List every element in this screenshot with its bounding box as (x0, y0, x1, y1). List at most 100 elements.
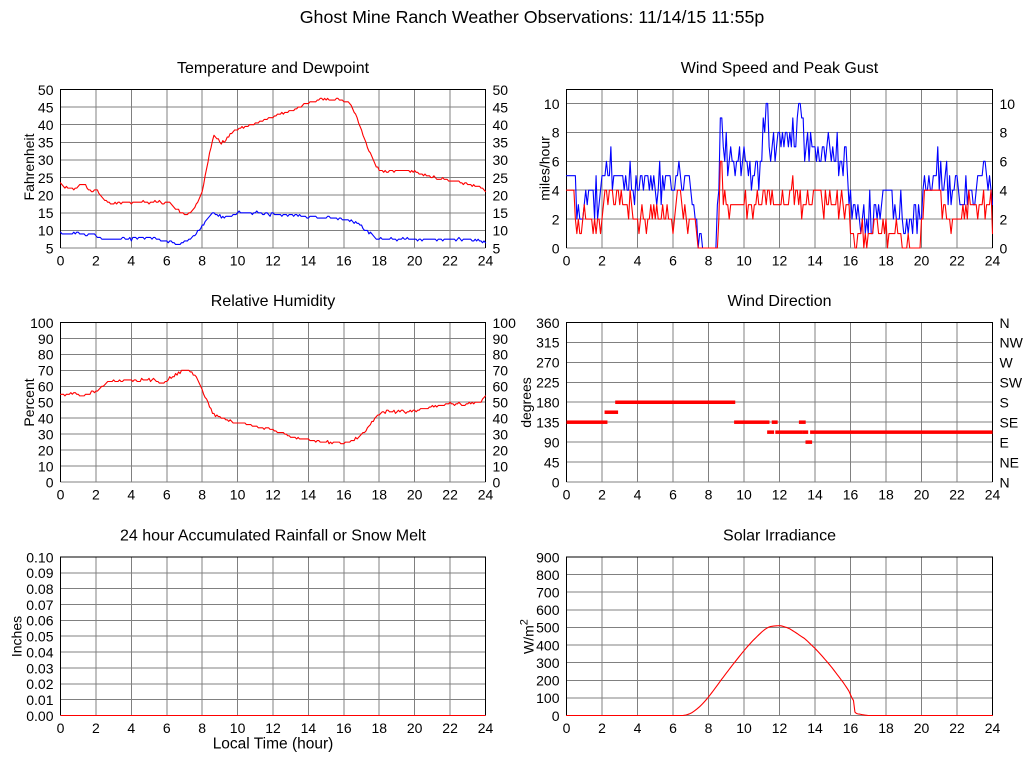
svg-text:80: 80 (38, 347, 54, 363)
svg-text:12: 12 (772, 720, 788, 736)
svg-text:100: 100 (536, 690, 560, 706)
svg-text:0: 0 (552, 240, 560, 256)
svg-text:4: 4 (127, 253, 135, 269)
svg-text:16: 16 (336, 253, 352, 269)
svg-text:135: 135 (536, 414, 560, 430)
svg-text:4: 4 (1000, 182, 1008, 198)
svg-text:20: 20 (914, 253, 930, 269)
svg-text:20: 20 (407, 487, 423, 503)
svg-text:16: 16 (843, 253, 859, 269)
svg-text:22: 22 (949, 720, 965, 736)
svg-text:35: 35 (493, 135, 509, 151)
svg-text:0: 0 (552, 708, 560, 724)
svg-text:Ghost Mine Ranch Weather Obser: Ghost Mine Ranch Weather Observations: 1… (300, 7, 765, 27)
svg-text:8: 8 (1000, 125, 1008, 141)
svg-text:8: 8 (198, 720, 206, 736)
svg-text:NE: NE (1000, 454, 1019, 470)
svg-text:0: 0 (46, 474, 54, 490)
svg-text:24 hour Accumulated Rainfall o: 24 hour Accumulated Rainfall or Snow Mel… (120, 528, 426, 545)
svg-text:30: 30 (38, 426, 54, 442)
svg-text:18: 18 (371, 487, 387, 503)
svg-text:S: S (1000, 395, 1009, 411)
svg-text:6: 6 (552, 154, 560, 170)
svg-text:12: 12 (265, 720, 281, 736)
svg-text:45: 45 (38, 99, 54, 115)
svg-text:20: 20 (38, 187, 54, 203)
svg-text:18: 18 (878, 253, 894, 269)
svg-text:20: 20 (914, 487, 930, 503)
svg-text:50: 50 (493, 82, 509, 98)
svg-text:14: 14 (807, 720, 823, 736)
svg-text:degrees: degrees (518, 377, 534, 428)
svg-text:24: 24 (985, 487, 1001, 503)
svg-text:16: 16 (843, 720, 859, 736)
svg-text:16: 16 (336, 487, 352, 503)
svg-text:10: 10 (230, 720, 246, 736)
svg-text:20: 20 (407, 720, 423, 736)
svg-text:2: 2 (598, 487, 606, 503)
svg-text:0.04: 0.04 (26, 644, 53, 660)
svg-text:8: 8 (705, 720, 713, 736)
svg-text:18: 18 (878, 487, 894, 503)
svg-text:24: 24 (478, 720, 494, 736)
svg-text:300: 300 (536, 655, 560, 671)
svg-text:22: 22 (442, 253, 458, 269)
svg-text:30: 30 (493, 426, 509, 442)
svg-text:6: 6 (669, 720, 677, 736)
svg-text:W/m2: W/m2 (519, 619, 537, 654)
svg-text:Wind Speed and Peak Gust: Wind Speed and Peak Gust (681, 60, 879, 77)
svg-text:8: 8 (198, 487, 206, 503)
svg-text:60: 60 (38, 379, 54, 395)
svg-text:360: 360 (536, 315, 560, 331)
svg-text:E: E (1000, 434, 1009, 450)
svg-text:14: 14 (301, 253, 317, 269)
svg-text:5: 5 (493, 240, 501, 256)
svg-text:24: 24 (478, 253, 494, 269)
svg-text:10: 10 (736, 720, 752, 736)
svg-text:50: 50 (38, 82, 54, 98)
svg-text:SW: SW (1000, 375, 1023, 391)
svg-text:25: 25 (38, 170, 54, 186)
svg-text:15: 15 (493, 205, 509, 221)
svg-text:2: 2 (552, 211, 560, 227)
svg-text:0.09: 0.09 (26, 565, 53, 581)
svg-text:14: 14 (807, 487, 823, 503)
svg-text:35: 35 (38, 135, 54, 151)
svg-text:24: 24 (985, 720, 1001, 736)
svg-text:22: 22 (949, 253, 965, 269)
svg-text:8: 8 (198, 253, 206, 269)
svg-text:10: 10 (493, 458, 509, 474)
svg-text:30: 30 (38, 152, 54, 168)
svg-text:0: 0 (563, 720, 571, 736)
svg-text:2: 2 (92, 253, 100, 269)
svg-text:10: 10 (230, 487, 246, 503)
svg-text:0.06: 0.06 (26, 613, 53, 629)
svg-text:10: 10 (736, 253, 752, 269)
svg-text:70: 70 (493, 363, 509, 379)
svg-text:miles/hour: miles/hour (537, 136, 553, 201)
svg-text:315: 315 (536, 335, 560, 351)
svg-text:0: 0 (1000, 240, 1008, 256)
svg-text:200: 200 (536, 673, 560, 689)
svg-text:Inches: Inches (9, 616, 25, 657)
svg-text:N: N (1000, 474, 1010, 490)
svg-text:6: 6 (163, 720, 171, 736)
svg-text:W: W (1000, 355, 1014, 371)
svg-text:Solar Irradiance: Solar Irradiance (723, 528, 836, 545)
svg-text:18: 18 (878, 720, 894, 736)
svg-text:500: 500 (536, 620, 560, 636)
svg-text:12: 12 (772, 487, 788, 503)
svg-text:20: 20 (493, 442, 509, 458)
svg-text:40: 40 (38, 117, 54, 133)
svg-text:225: 225 (536, 375, 560, 391)
svg-text:0: 0 (493, 474, 501, 490)
svg-text:Wind Direction: Wind Direction (727, 293, 831, 310)
svg-text:45: 45 (544, 454, 560, 470)
svg-text:Temperature and Dewpoint: Temperature and Dewpoint (177, 60, 370, 77)
svg-text:50: 50 (38, 395, 54, 411)
svg-text:6: 6 (163, 253, 171, 269)
svg-text:4: 4 (127, 720, 135, 736)
svg-text:20: 20 (914, 720, 930, 736)
svg-text:14: 14 (301, 487, 317, 503)
svg-text:12: 12 (265, 253, 281, 269)
